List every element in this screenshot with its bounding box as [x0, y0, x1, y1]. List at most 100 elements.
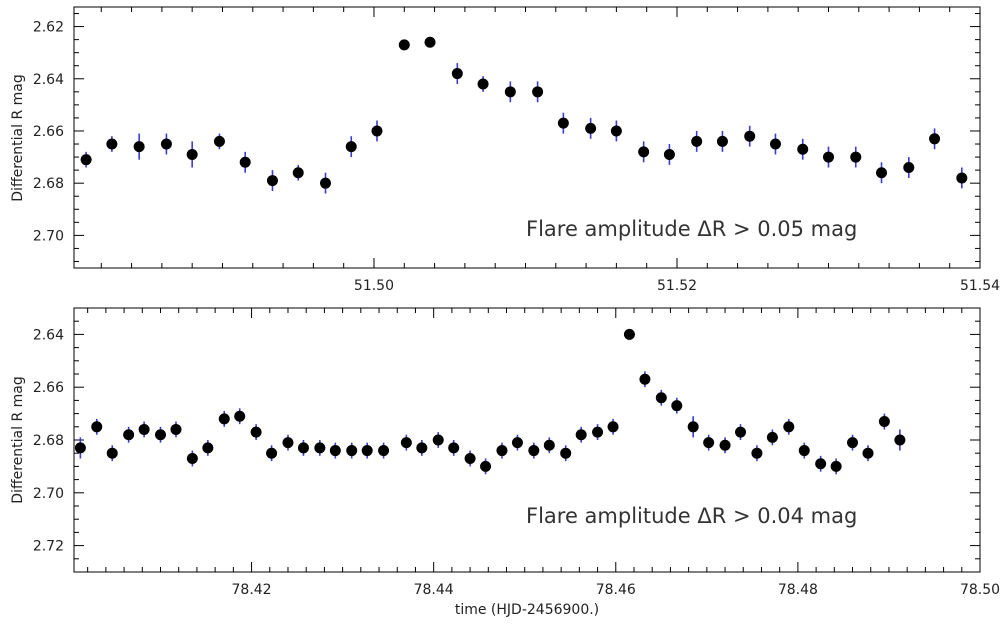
panel-bottom: 2.64 2.66 2.68 2.70 2.72 78.42 78.44 78.46 78.48…: [10, 307, 1000, 618]
data-point: [477, 78, 489, 90]
y-tick-label: 2.66: [33, 124, 64, 140]
y-tick-label: 2.70: [33, 228, 64, 244]
y-axis-title-top: Differential R mag: [10, 74, 26, 201]
data-point: [361, 445, 373, 457]
data-point: [878, 416, 890, 428]
ticks-bottom: 2.64 2.66 2.68 2.70 2.72 78.42 78.44 78.46 78.48…: [33, 307, 1000, 598]
flare-annotation-top: Flare amplitude ΔR > 0.05 mag: [526, 217, 857, 241]
data-point: [903, 162, 915, 174]
data-point: [170, 423, 182, 435]
flare-annotation-bottom: Flare amplitude ΔR > 0.04 mag: [526, 504, 857, 528]
data-point: [138, 423, 150, 435]
data-point: [798, 445, 810, 457]
panel-top: 2.62 2.64 2.66 2.68 2.70 51.50 51.52 51.54 Diff…: [10, 6, 1000, 294]
data-point: [671, 400, 683, 412]
y-tick-label: 2.62: [33, 20, 64, 36]
y-axis-title-bottom: Differential R mag: [10, 376, 26, 503]
data-point: [543, 439, 555, 451]
data-point: [266, 175, 278, 187]
data-point: [464, 452, 476, 464]
data-point: [929, 133, 941, 145]
data-point: [123, 429, 135, 441]
data-point: [202, 442, 214, 454]
data-point: [234, 410, 246, 422]
data-point: [297, 442, 309, 454]
data-point: [639, 373, 651, 385]
data-point: [218, 413, 230, 425]
data-point: [607, 421, 619, 433]
data-point: [480, 460, 492, 472]
data-point: [155, 429, 167, 441]
data-point: [663, 148, 675, 160]
data-point: [751, 447, 763, 459]
data-point: [560, 447, 572, 459]
data-point: [703, 437, 715, 449]
data-point: [239, 156, 251, 168]
y-tick-label: 2.66: [33, 380, 64, 396]
data-point: [956, 172, 968, 184]
data-point: [815, 458, 827, 470]
data-point: [850, 151, 862, 163]
x-tick-label: 51.52: [657, 278, 697, 294]
data-point: [769, 138, 781, 150]
data-point: [133, 141, 145, 153]
data-point: [687, 421, 699, 433]
data-point: [716, 135, 728, 147]
data-point: [371, 125, 383, 137]
data-point: [797, 143, 809, 155]
x-tick-label: 78.42: [232, 582, 272, 598]
data-point: [592, 426, 604, 438]
data-point: [186, 452, 198, 464]
data-point: [575, 429, 587, 441]
data-point: [585, 122, 597, 134]
x-tick-label: 78.48: [778, 582, 818, 598]
data-points-bottom: [74, 328, 906, 475]
data-point: [876, 167, 888, 179]
data-point: [160, 138, 172, 150]
data-point: [830, 460, 842, 472]
data-point: [735, 426, 747, 438]
y-tick-label: 2.64: [33, 72, 64, 88]
y-tick-label: 2.68: [33, 176, 64, 192]
data-point: [432, 434, 444, 446]
data-point: [266, 447, 278, 459]
plot-frame-bottom: [73, 307, 981, 573]
data-point: [400, 437, 412, 449]
y-tick-label: 2.64: [33, 327, 64, 343]
data-point: [623, 328, 635, 340]
data-point: [250, 426, 262, 438]
data-point: [894, 434, 906, 446]
data-point: [532, 86, 544, 98]
x-tick-label: 51.54: [960, 278, 1000, 294]
data-point: [91, 421, 103, 433]
data-point: [719, 439, 731, 451]
data-point: [424, 36, 436, 48]
x-tick-label: 51.50: [354, 278, 394, 294]
data-point: [511, 437, 523, 449]
data-point: [345, 141, 357, 153]
data-point: [847, 437, 859, 449]
data-point: [80, 154, 92, 166]
plot-frame-top: [73, 6, 981, 269]
data-point: [292, 167, 304, 179]
x-tick-label: 78.50: [960, 582, 1000, 598]
y-tick-label: 2.68: [33, 433, 64, 449]
data-point: [557, 117, 569, 129]
data-point: [451, 68, 463, 80]
y-tick-label: 2.70: [33, 486, 64, 502]
data-point: [319, 177, 331, 189]
x-axis-title: time (HJD-2456900.): [455, 602, 599, 618]
data-point: [504, 86, 516, 98]
x-tick-label: 78.44: [414, 582, 454, 598]
data-point: [638, 146, 650, 158]
data-point: [744, 130, 756, 142]
data-point: [528, 445, 540, 457]
data-point: [610, 125, 622, 137]
data-point: [106, 138, 118, 150]
data-point: [655, 392, 667, 404]
data-point: [329, 445, 341, 457]
data-point: [213, 135, 225, 147]
data-point: [314, 442, 326, 454]
data-point: [691, 135, 703, 147]
